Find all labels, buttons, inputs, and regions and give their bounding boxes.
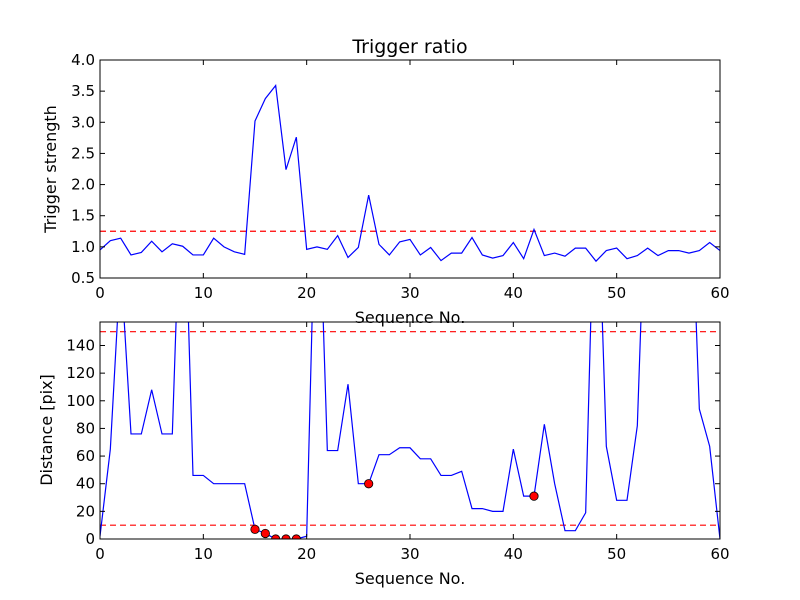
top-y-tick-label: 1.5: [71, 207, 95, 225]
bottom-x-ticks: 0 10 20 30 40 50 60: [95, 322, 730, 563]
top-x-tick-label: 0: [95, 284, 105, 302]
bottom-x-tick-label: 60: [710, 545, 729, 563]
top-x-tick-label: 20: [297, 284, 316, 302]
top-y-axis-label: Trigger strength: [41, 105, 60, 234]
bottom-marker-point: [364, 479, 374, 489]
top-x-tick-label: 40: [504, 284, 523, 302]
bottom-y-tick-label: 60: [76, 447, 95, 465]
bottom-plot-area: [100, 322, 720, 539]
top-y-tick-label: 2.5: [71, 144, 95, 162]
bottom-marker-point: [250, 524, 260, 534]
bottom-y-tick-label: 120: [66, 364, 95, 382]
bottom-axes-frame: [99, 321, 721, 540]
top-series-line: [100, 84, 720, 263]
bottom-panel: 0 10 20 30 40 50 60 0 20 40 60 80 100 120 140 Sequenc…: [37, 321, 730, 588]
bottom-y-tick-label: 80: [76, 419, 95, 437]
bottom-x-tick-label: 20: [297, 545, 316, 563]
bottom-marker-point: [260, 528, 270, 539]
top-y-tick-label: 3.0: [71, 113, 95, 131]
bottom-marker-point: [529, 491, 539, 501]
bottom-x-tick-label: 30: [400, 545, 419, 563]
top-x-tick-label: 10: [194, 284, 213, 302]
top-y-ticks: 0.5 1.0 1.5 2.0 2.5 3.0 3.5 4.0: [71, 51, 720, 287]
top-panel: Trigger ratio 0 10 20 30 40 50 60 0.5 1.0 1.5 2.0…: [41, 36, 730, 327]
top-y-tick-label: 1.0: [71, 238, 95, 256]
bottom-y-tick-label: 0: [85, 530, 95, 548]
top-plot-area: [100, 84, 720, 263]
top-y-tick-label: 4.0: [71, 51, 95, 69]
bottom-x-tick-label: 50: [607, 545, 626, 563]
bottom-x-tick-label: 10: [194, 545, 213, 563]
bottom-y-tick-label: 40: [76, 475, 95, 493]
top-y-tick-label: 3.5: [71, 82, 95, 100]
top-x-tick-label: 30: [400, 284, 419, 302]
top-chart-title: Trigger ratio: [351, 36, 467, 58]
bottom-y-axis-label: Distance [pix]: [37, 374, 56, 486]
bottom-y-tick-label: 100: [66, 392, 95, 410]
top-y-tick-label: 2.0: [71, 176, 95, 194]
top-x-tick-label: 50: [607, 284, 626, 302]
bottom-y-ticks: 0 20 40 60 80 100 120 140: [66, 336, 720, 548]
bottom-x-axis-label: Sequence No.: [355, 569, 466, 588]
bottom-y-tick-label: 140: [66, 336, 95, 354]
bottom-y-tick-label: 20: [76, 502, 95, 520]
bottom-x-tick-label: 0: [95, 545, 105, 563]
bottom-x-tick-label: 40: [504, 545, 523, 563]
bottom-series-line: [100, 322, 720, 539]
top-axes-frame: [99, 59, 721, 279]
top-x-ticks: 0 10 20 30 40 50 60: [95, 60, 730, 302]
top-y-tick-label: 0.5: [71, 269, 95, 287]
top-x-tick-label: 60: [710, 284, 729, 302]
